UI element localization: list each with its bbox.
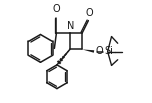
Text: O: O — [96, 46, 103, 56]
Text: N: N — [67, 21, 74, 31]
Text: O: O — [53, 4, 60, 14]
Polygon shape — [82, 49, 94, 53]
Text: O: O — [85, 8, 93, 18]
Text: Si: Si — [105, 46, 113, 56]
